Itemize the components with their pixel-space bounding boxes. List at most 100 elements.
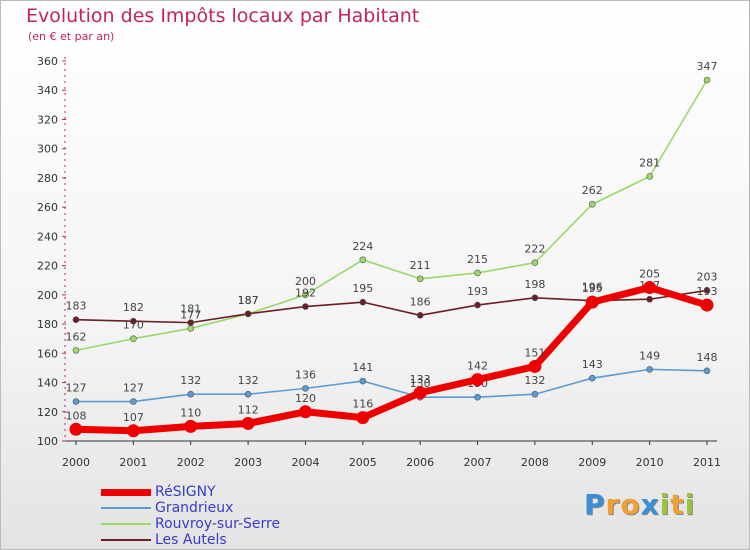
legend-swatch [101, 507, 151, 509]
x-tick-label: 2000 [62, 456, 90, 469]
data-label: 211 [410, 259, 431, 272]
series-point [72, 316, 80, 323]
y-tick-label: 220 [37, 260, 58, 273]
chart-subtitle: (en € et par an) [28, 30, 115, 43]
data-label: 195 [582, 282, 603, 295]
x-tick-label: 2002 [177, 456, 205, 469]
data-label: 127 [66, 382, 87, 395]
logo-letter: i [659, 488, 671, 521]
logo-letter: o [620, 488, 641, 521]
series-point [302, 385, 309, 392]
logo-letter: r [605, 488, 621, 521]
series-point [643, 281, 657, 295]
data-label: 142 [467, 360, 488, 373]
legend-item: RéSIGNY [101, 484, 321, 500]
series-point [471, 373, 485, 387]
series-point [416, 312, 424, 319]
data-label: 149 [639, 349, 660, 362]
proxiti-logo: Proxiti [584, 488, 695, 521]
data-label: 110 [180, 406, 201, 419]
data-label: 132 [180, 374, 201, 387]
y-tick-label: 260 [37, 201, 58, 214]
y-tick-label: 300 [37, 143, 58, 156]
series-point [359, 256, 367, 264]
series-point [187, 325, 195, 332]
data-label: 148 [697, 351, 718, 364]
data-label: 183 [66, 300, 87, 313]
series-point [244, 310, 252, 318]
series-point [700, 298, 714, 312]
y-tick-label: 160 [37, 347, 58, 360]
series-line-1 [75, 368, 708, 403]
data-label: 200 [295, 275, 316, 288]
series-point [356, 411, 370, 425]
data-label: 215 [467, 253, 488, 266]
series-point [413, 386, 427, 400]
y-tick-label: 340 [37, 84, 58, 97]
series-point [585, 295, 599, 309]
series-line-2 [75, 79, 708, 352]
data-label: 112 [238, 403, 259, 416]
y-tick-label: 280 [37, 172, 58, 185]
series-point [72, 347, 80, 354]
x-tick-label: 2009 [578, 456, 606, 469]
series-point [646, 295, 653, 303]
data-label: 116 [352, 398, 373, 411]
legend: RéSIGNY Grandrieux Rouvroy-sur-Serre Les Au… [101, 484, 321, 548]
data-label: 195 [352, 282, 373, 295]
legend-item: Les Autels [101, 532, 321, 548]
series-point [703, 76, 711, 84]
y-tick-label: 320 [37, 113, 58, 126]
data-label: 262 [582, 184, 603, 197]
data-label: 186 [410, 295, 431, 308]
y-tick-label: 240 [37, 230, 58, 243]
series-point [359, 298, 367, 306]
legend-label: Rouvroy-sur-Serre [155, 516, 281, 532]
data-label: 141 [352, 361, 373, 374]
legend-item: Grandrieux [101, 500, 321, 516]
logo-letter: P [584, 488, 606, 521]
legend-label: Les Autels [155, 532, 227, 548]
series-point [302, 291, 309, 299]
data-label: 192 [295, 287, 316, 300]
y-tick-label: 360 [37, 55, 58, 68]
legend-swatch [101, 523, 151, 525]
data-label: 136 [295, 368, 316, 381]
data-label: 187 [238, 294, 259, 307]
data-label: 108 [66, 409, 87, 422]
data-label: 281 [639, 156, 660, 169]
series-point [72, 398, 80, 405]
x-tick-label: 2010 [636, 456, 664, 469]
series-point [474, 269, 481, 277]
data-label: 182 [123, 301, 144, 314]
series-point [474, 301, 481, 309]
series-point [531, 294, 539, 302]
data-label: 162 [66, 330, 87, 343]
y-tick-label: 200 [37, 289, 58, 302]
data-label: 132 [238, 374, 259, 387]
series-point [69, 422, 83, 436]
series-point [588, 200, 596, 208]
data-label: 198 [524, 278, 545, 291]
y-tick-label: 100 [37, 435, 58, 448]
data-label: 187 [238, 294, 259, 307]
series-point [646, 366, 653, 373]
data-label: 120 [295, 392, 316, 405]
data-label: 127 [123, 382, 144, 395]
logo-letter: t [670, 488, 685, 521]
series-point [244, 390, 252, 398]
series-point [531, 259, 539, 266]
data-label: 193 [697, 285, 718, 298]
x-tick-label: 2011 [693, 456, 721, 469]
series-point [130, 335, 137, 342]
x-tick-label: 2006 [406, 456, 434, 469]
data-label: 130 [410, 377, 431, 390]
x-tick-label: 2005 [349, 456, 377, 469]
legend-swatch [101, 539, 151, 541]
data-label: 224 [352, 240, 373, 253]
legend-item: Rouvroy-sur-Serre [101, 516, 321, 532]
data-label: 347 [697, 60, 718, 73]
logo-letter: x [640, 488, 660, 521]
